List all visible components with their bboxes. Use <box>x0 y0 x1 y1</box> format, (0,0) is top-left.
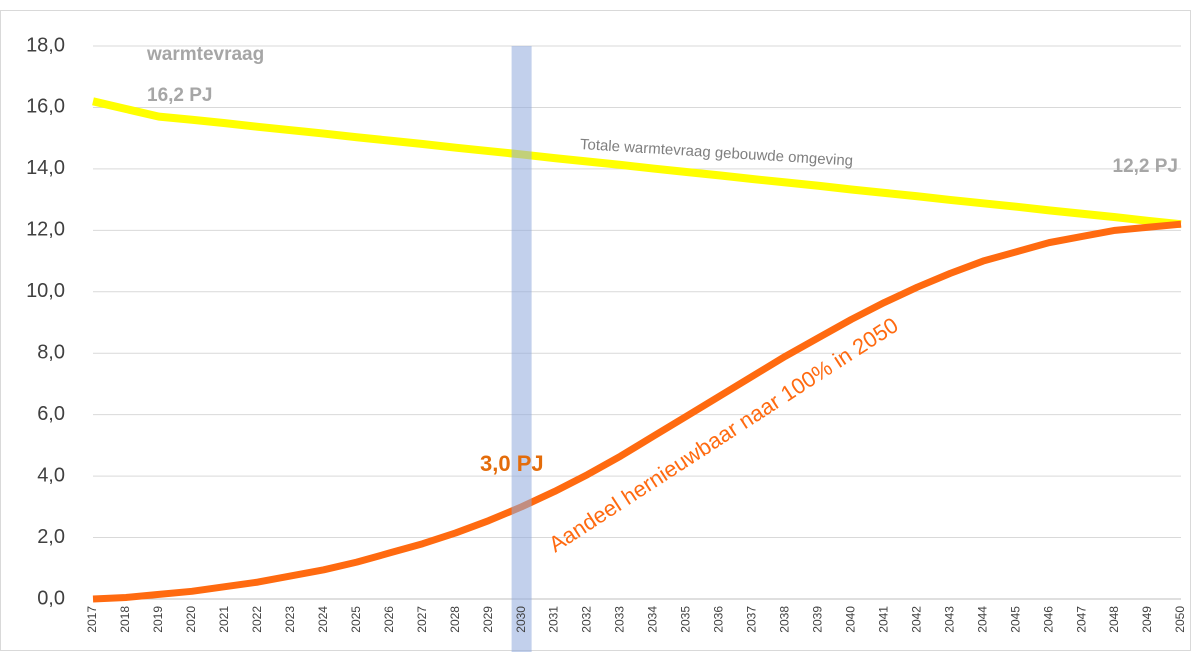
x-tick-label: 2029 <box>481 606 495 633</box>
x-tick-label: 2034 <box>646 606 660 633</box>
labels: 0,0 2,0 4,0 6,0 8,0 10,0 12,0 14,0 16,0 18,0 2017 2… <box>26 34 1187 632</box>
x-tick-label: 2024 <box>316 606 330 633</box>
x-tick-label: 2036 <box>712 606 726 633</box>
x-tick-label: 2027 <box>415 606 429 633</box>
x-tick-label: 2021 <box>217 606 231 633</box>
x-tick-label: 2028 <box>448 606 462 633</box>
grid <box>93 45 1181 600</box>
chart-frame <box>0 10 1191 651</box>
x-tick-label: 2044 <box>975 606 989 633</box>
x-tick-label: 2035 <box>679 606 693 633</box>
y-tick-label: 10,0 <box>26 280 65 302</box>
y-tick-label: 0,0 <box>37 587 65 609</box>
y-tick-label: 18,0 <box>26 34 65 56</box>
x-tick-label: 2019 <box>151 606 165 633</box>
x-tick-label: 2032 <box>580 606 594 633</box>
x-tick-label: 2018 <box>118 606 132 633</box>
x-tick-label: 2045 <box>1008 606 1022 633</box>
x-tick-label: 2040 <box>843 606 857 633</box>
highlight-band-layer <box>511 46 532 652</box>
y-tick-label: 8,0 <box>37 342 65 364</box>
x-tick-label: 2026 <box>382 606 396 633</box>
x-tick-label: 2038 <box>778 606 792 633</box>
x-tick-label: 2043 <box>942 606 956 633</box>
x-tick-label: 2047 <box>1074 606 1088 633</box>
x-tick-label: 2023 <box>283 606 297 633</box>
x-tick-label: 2017 <box>85 606 99 633</box>
y-tick-label: 14,0 <box>26 157 65 179</box>
lines <box>92 97 1182 603</box>
y-tick-label: 4,0 <box>37 464 65 486</box>
series-line <box>92 220 1182 603</box>
x-tick-label: 2039 <box>811 606 825 633</box>
x-tick-label: 2048 <box>1107 606 1121 633</box>
series-line <box>92 97 1182 229</box>
y-tick-label: 6,0 <box>37 403 65 425</box>
highlight-band <box>511 46 532 652</box>
annotation: warmtevraag <box>146 44 264 65</box>
x-tick-label: 2042 <box>909 606 923 633</box>
x-tick-label: 2030 <box>514 606 528 633</box>
x-tick-label: 2025 <box>349 606 363 633</box>
y-tick-label: 12,0 <box>26 219 65 241</box>
x-tick-label: 2022 <box>250 606 264 633</box>
annotation: Aandeel hernieuwbaar naar 100% in 2050 <box>544 312 902 557</box>
annotation: 3,0 PJ <box>480 451 544 476</box>
y-tick-label: 2,0 <box>37 526 65 548</box>
x-tick-label: 2046 <box>1041 606 1055 633</box>
y-tick-label: 16,0 <box>26 96 65 118</box>
annotation: 12,2 PJ <box>1113 156 1179 177</box>
x-tick-label: 2050 <box>1173 606 1187 633</box>
x-tick-label: 2020 <box>184 606 198 633</box>
x-tick-label: 2033 <box>613 606 627 633</box>
x-tick-label: 2037 <box>745 606 759 633</box>
annotation: 16,2 PJ <box>147 85 213 106</box>
x-tick-label: 2031 <box>547 606 561 633</box>
x-tick-label: 2041 <box>876 606 890 633</box>
x-tick-label: 2049 <box>1140 606 1154 633</box>
